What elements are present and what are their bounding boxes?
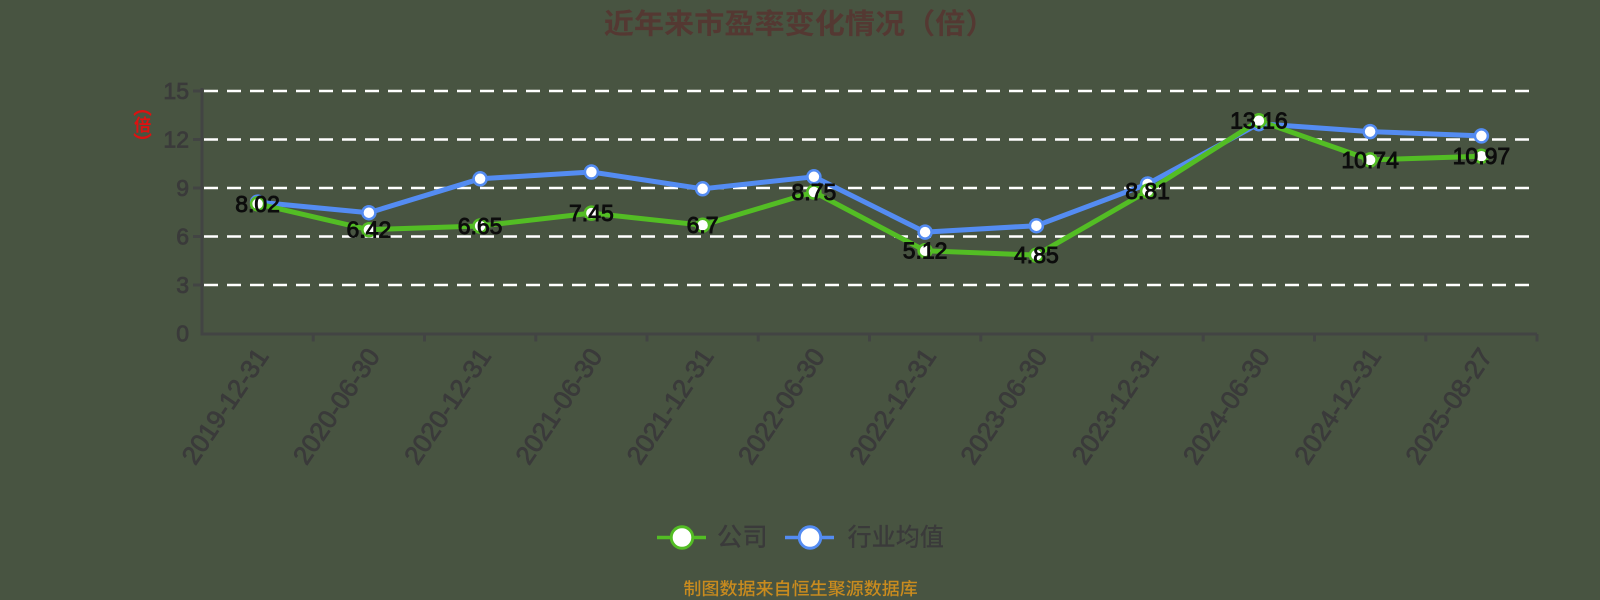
svg-text:15: 15	[163, 78, 189, 104]
svg-text:6.42: 6.42	[347, 217, 392, 243]
svg-text:6: 6	[176, 224, 189, 250]
svg-text:9: 9	[176, 175, 189, 201]
svg-text:10.74: 10.74	[1341, 147, 1399, 173]
svg-text:0: 0	[176, 321, 189, 347]
svg-text:6.7: 6.7	[687, 212, 719, 238]
svg-text:8.02: 8.02	[235, 191, 280, 217]
svg-text:13.16: 13.16	[1230, 108, 1288, 134]
svg-text:8.81: 8.81	[1125, 178, 1170, 204]
svg-text:12: 12	[163, 127, 189, 153]
svg-text:3: 3	[176, 272, 189, 298]
svg-text:5.12: 5.12	[903, 238, 948, 264]
svg-text:6.65: 6.65	[458, 213, 503, 239]
svg-text:4.85: 4.85	[1014, 242, 1059, 268]
svg-text:10.97: 10.97	[1453, 143, 1511, 169]
svg-text:8.75: 8.75	[792, 179, 837, 205]
svg-text:7.45: 7.45	[569, 200, 614, 226]
